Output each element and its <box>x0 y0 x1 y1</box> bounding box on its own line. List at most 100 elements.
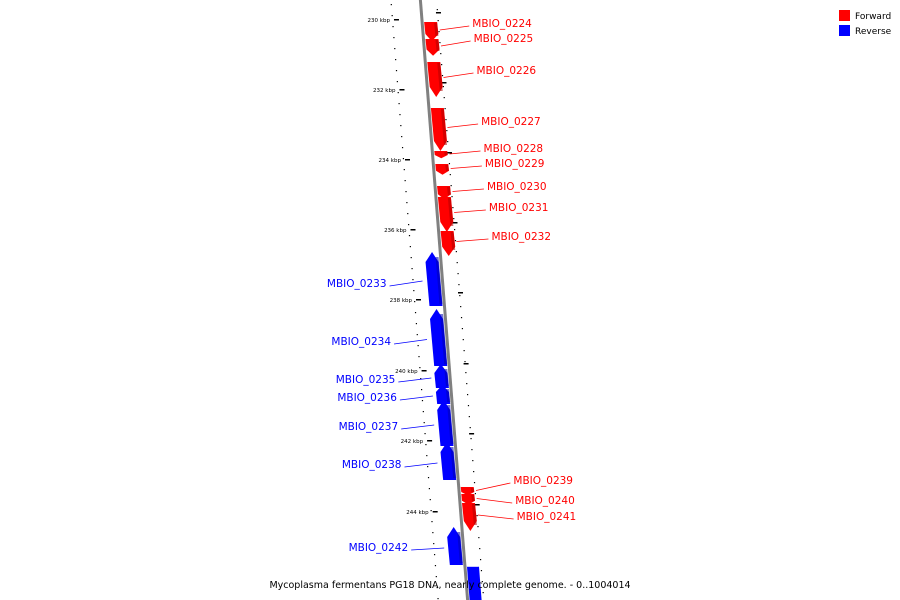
gene-mbio_0239[interactable]: MBIO_0239 <box>460 475 573 496</box>
minor-tick-mark <box>396 81 398 83</box>
minor-tick-mark <box>426 455 428 457</box>
gene-arrow-forward[interactable] <box>434 151 448 159</box>
minor-tick-mark <box>467 394 469 396</box>
gene-mbio_0242[interactable]: MBIO_0242 <box>349 527 463 565</box>
gene-label[interactable]: MBIO_0239 <box>513 475 573 487</box>
major-tick-mark <box>469 433 475 435</box>
minor-tick-mark <box>462 339 464 341</box>
gene-label[interactable]: MBIO_0230 <box>487 181 547 193</box>
gene-arrow-shade <box>437 63 443 91</box>
gene-label[interactable]: MBIO_0231 <box>489 202 549 214</box>
gene-label[interactable]: MBIO_0238 <box>342 459 402 471</box>
gene-mbio_0233[interactable]: MBIO_0233 <box>327 252 443 306</box>
minor-tick-mark <box>467 405 470 407</box>
gene-label[interactable]: MBIO_0226 <box>477 65 537 77</box>
gene-label[interactable]: MBIO_0240 <box>515 495 575 507</box>
gene-arrow-shade <box>447 187 451 195</box>
minor-tick-mark <box>430 510 432 512</box>
gene-mbio_0226[interactable]: MBIO_0226 <box>427 62 536 97</box>
minor-tick-mark <box>459 295 461 297</box>
tick-label: 238 kbp <box>390 298 413 304</box>
minor-tick-mark <box>482 592 484 594</box>
gene-mbio_0230[interactable]: MBIO_0230 <box>437 181 547 200</box>
legend-forward-swatch <box>839 10 850 21</box>
legend: Forward Reverse <box>839 10 892 37</box>
minor-tick-mark <box>408 235 411 237</box>
gene-mbio_0224[interactable]: MBIO_0224 <box>424 18 532 42</box>
tick-label: 242 kbp <box>401 439 424 445</box>
gene-leader-line <box>443 72 474 78</box>
gene-arrow-shade <box>450 447 457 478</box>
minor-tick-mark <box>390 4 392 6</box>
gene-label[interactable]: MBIO_0233 <box>327 278 387 290</box>
minor-tick-mark <box>437 598 439 600</box>
tick-label: 240 kbp <box>395 369 418 375</box>
minor-tick-mark <box>452 207 454 209</box>
minor-tick-mark <box>460 306 462 308</box>
gene-arrow-shade <box>445 165 450 171</box>
gene-arrow-shade <box>434 23 439 36</box>
minor-tick-mark <box>406 202 408 204</box>
minor-tick-mark <box>418 356 420 358</box>
gene-label[interactable]: MBIO_0224 <box>472 18 532 30</box>
minor-tick-mark <box>391 15 393 17</box>
gene-label[interactable]: MBIO_0242 <box>349 542 409 554</box>
gene-mbio_0240[interactable]: MBIO_0240 <box>461 494 575 507</box>
gene-label[interactable]: MBIO_0225 <box>474 33 534 45</box>
gene-arrow-reverse[interactable] <box>434 364 449 388</box>
minor-tick-mark <box>399 114 401 116</box>
gene-feature-highlight <box>466 566 479 567</box>
gene-label[interactable]: MBIO_0236 <box>337 392 397 404</box>
minor-tick-mark <box>407 213 409 215</box>
gene-leader-line <box>477 514 514 520</box>
gene-label[interactable]: MBIO_0228 <box>484 143 544 155</box>
minor-tick-mark <box>408 224 410 226</box>
tick-label: 232 kbp <box>373 88 396 94</box>
gene-label[interactable]: MBIO_0229 <box>485 158 545 170</box>
major-tick-mark <box>441 82 447 84</box>
gene-mbio_0235[interactable]: MBIO_0235 <box>336 364 449 388</box>
gene-leader-line <box>447 123 479 128</box>
gene-mbio_0241[interactable]: MBIO_0241 <box>461 503 577 531</box>
minor-tick-mark <box>436 9 438 11</box>
minor-tick-mark <box>401 136 403 138</box>
minor-tick-mark <box>409 246 411 248</box>
gene-mbio_0228[interactable]: MBIO_0228 <box>434 143 544 159</box>
gene-mbio_0238[interactable]: MBIO_0238 <box>342 442 457 480</box>
minor-tick-mark <box>466 383 468 385</box>
gene-mbio_0225[interactable]: MBIO_0225 <box>425 33 533 56</box>
gene-mbio_0229[interactable]: MBIO_0229 <box>435 158 544 175</box>
gene-label[interactable]: MBIO_0227 <box>481 116 541 128</box>
minor-tick-mark <box>479 559 482 561</box>
minor-tick-mark <box>427 477 430 479</box>
minor-ticks <box>390 4 484 600</box>
gene-arrow-shade <box>457 532 463 563</box>
minor-tick-mark <box>433 543 435 545</box>
major-ticks: 230 kbp 232 kbp 234 kbp 236 kbp 238 kbp 240 k… <box>368 12 480 516</box>
gene-label[interactable]: MBIO_0237 <box>339 421 399 433</box>
minor-tick-mark <box>421 400 424 402</box>
minor-tick-mark <box>455 251 457 253</box>
minor-tick-mark <box>441 64 443 66</box>
gene-arrow-shade <box>445 389 451 402</box>
gene-mbio_0232[interactable]: MBIO_0232 <box>440 231 551 256</box>
minor-tick-mark <box>457 273 459 275</box>
gene-label[interactable]: MBIO_0232 <box>491 231 551 243</box>
gene-label[interactable]: MBIO_0241 <box>517 511 577 523</box>
gene-mbio_0227[interactable]: MBIO_0227 <box>430 108 541 151</box>
minor-tick-mark <box>411 268 413 270</box>
major-tick-mark <box>410 229 416 231</box>
gene-mbio_0236[interactable]: MBIO_0236 <box>337 384 451 404</box>
minor-tick-mark <box>423 422 425 424</box>
gene-label[interactable]: MBIO_0234 <box>331 336 391 348</box>
minor-tick-mark <box>400 125 402 127</box>
legend-reverse-swatch <box>839 25 850 36</box>
gene-arrow-shade <box>440 314 448 364</box>
legend-forward-label: Forward <box>855 12 891 22</box>
gene-mbio_0237[interactable]: MBIO_0237 <box>339 400 454 446</box>
gene-mbio_0231[interactable]: MBIO_0231 <box>437 197 549 232</box>
major-tick-mark <box>421 370 427 372</box>
gene-label[interactable]: MBIO_0235 <box>336 374 396 386</box>
minor-tick-mark <box>415 323 418 325</box>
gene-mbio_0234[interactable]: MBIO_0234 <box>331 309 448 366</box>
